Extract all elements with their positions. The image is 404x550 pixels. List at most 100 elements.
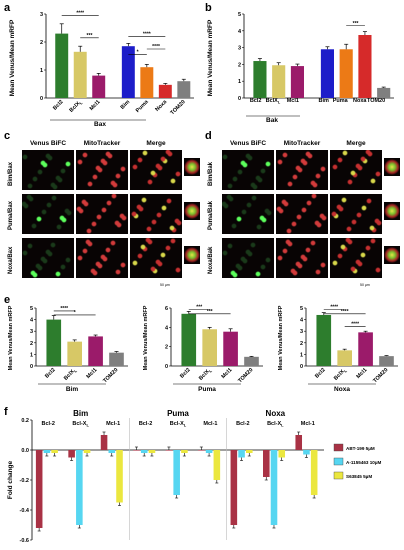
- micrograph-tile: [22, 194, 74, 234]
- bar-ABT-199 5µM-Noxa-Bcl-2: [230, 450, 238, 525]
- sig-label-1: ****: [341, 309, 349, 315]
- y-axis-title: Mean Venus/Mean mRFP: [143, 305, 149, 370]
- bar-Noxa: [158, 84, 172, 98]
- bar-S63845 5µM-Noxa-Bcl-XL: [278, 450, 286, 458]
- bar-TOM20: [377, 87, 391, 98]
- bar-Bim: [320, 49, 334, 98]
- x-tick-label-4: Puma: [333, 98, 349, 104]
- sig-label-1: *: [74, 310, 76, 316]
- x-tick-label-2: Mcl1: [287, 98, 299, 104]
- y-tick-label-1: 2: [165, 345, 168, 351]
- micrograph-tile: [276, 150, 328, 190]
- bar-A-1155463 10µM-Puma-Bcl-2: [140, 450, 148, 453]
- sig-label-2: ****: [351, 322, 359, 328]
- subgroup-label-2: Mcl-1: [106, 421, 120, 427]
- micrograph-panel-d: Venus BiFC MitoTracker Merge Bim/Bak Puma/Ba…: [200, 140, 404, 290]
- y-tick-label-3: 6: [165, 306, 168, 312]
- y-tick-label-2: 2: [40, 40, 43, 46]
- micrograph-tile: [76, 238, 128, 278]
- y-tick-label-5: 5: [30, 306, 33, 312]
- chart-b: 0 1 2 3 4 5 Bcl2 BclXL Mcl1 Bim Puma Noxa TOM20 Mean …: [207, 12, 394, 124]
- micrograph-panel-c: Venus BiFC MitoTracker Merge Bim/Bax Puma/Ba…: [0, 140, 200, 290]
- bar-Bcl2: [181, 313, 197, 366]
- bar-S63845 5µM-Noxa-Bcl-2: [246, 450, 253, 453]
- bar-A-1155463 10µM-Bim-Bcl-XL: [76, 450, 83, 525]
- chart-f: -0.6 -0.4 -0.2 0.0 0.2 Fold change Bim Bcl-2 Bcl…: [7, 409, 382, 544]
- row-label: Noxa/Bax: [8, 246, 14, 274]
- micrograph-tile: [130, 238, 182, 278]
- legend-swatch-2: [333, 471, 344, 480]
- y-tick-label-0: 0: [165, 364, 168, 370]
- x-tick-label-0: Bcl2: [314, 367, 326, 379]
- y-tick-label-3: 0.0: [21, 448, 29, 454]
- subgroup-label-0: Bcl-2: [41, 421, 54, 427]
- x-tick-label-3: Bim: [319, 98, 330, 104]
- micrograph-tile: [76, 150, 128, 190]
- micrograph-tile: [22, 150, 74, 190]
- row-label: Bim/Bak: [208, 161, 214, 186]
- micrograph-tile: [276, 238, 328, 278]
- sig-label-0: ****: [76, 10, 84, 16]
- y-tick-label-2: -0.2: [20, 478, 29, 484]
- sig-label-1: ***: [207, 309, 213, 315]
- column-header: Merge: [346, 140, 366, 147]
- x-tick-label-6: TOM20: [170, 99, 187, 116]
- panel-label-c: c: [4, 130, 11, 142]
- bar-A-1155463 10µM-Puma-Mcl-1: [205, 450, 213, 453]
- y-tick-label-2: 4: [165, 325, 169, 331]
- bar-BclXL: [272, 65, 286, 98]
- group-label-Puma: Puma: [167, 409, 189, 418]
- micrograph-tile: [130, 150, 182, 190]
- panel-label-f: f: [4, 406, 8, 418]
- legend-swatch-0: [333, 443, 344, 452]
- bar-Bcl2: [316, 314, 332, 366]
- y-tick-label-1: 1: [300, 352, 303, 358]
- subgroup-label-1: Bcl-XL: [267, 421, 284, 428]
- scale-bar-label: 50 µm: [360, 283, 370, 287]
- micrograph-tile: [276, 194, 328, 234]
- column-header: MitoTracker: [83, 140, 121, 147]
- bar-TOM20: [379, 356, 394, 366]
- x-tick-label-0: Bcl2: [179, 367, 191, 379]
- x-tick-label-1: BclXL: [198, 367, 213, 382]
- column-header: Venus BiFC: [29, 140, 67, 147]
- y-tick-label-3: 3: [238, 46, 241, 52]
- column-header: Venus BiFC: [229, 140, 267, 147]
- zoom-inset: [384, 246, 400, 264]
- x-tick-label-1: BclXL: [63, 367, 78, 382]
- row-label: Puma/Bak: [208, 200, 214, 230]
- bar-ABT-199 5µM-Bim-Mcl-1: [100, 435, 108, 450]
- x-tick-label-2: Mcl1: [86, 367, 99, 380]
- y-axis-title: Mean Venus/Mean mRFP: [207, 19, 214, 96]
- group-label-bak: Bak: [266, 117, 278, 124]
- y-axis-title: Mean Venus/Mean mRFP: [278, 305, 284, 370]
- chart-e-bim: 0 1 2 3 4 5 Bcl2 BclXL Mcl1 TOM20 Mean Venus/Mean …: [8, 305, 128, 393]
- bar-S63845 5µM-Bim-Bcl-2: [51, 450, 58, 453]
- bar-S63845 5µM-Bim-Mcl-1: [116, 450, 123, 503]
- bar-Mcl1: [88, 336, 103, 366]
- sig-label-0: ***: [196, 305, 202, 311]
- micrograph-tile: [222, 194, 274, 234]
- bar-ABT-199 5µM-Noxa-Bcl-XL: [263, 450, 270, 477]
- chart-e-puma: 0 2 4 6 Bcl2 BclXL Mcl1 TOM20 Mean Venus/Mean mR…: [143, 305, 263, 393]
- bar-Mcl1: [290, 66, 304, 98]
- subgroup-label-2: Mcl-1: [301, 421, 315, 427]
- row-label: Puma/Bax: [8, 200, 14, 230]
- y-tick-label-5: 5: [238, 12, 241, 18]
- subgroup-label-2: Mcl-1: [203, 421, 217, 427]
- y-tick-label-4: 4: [238, 29, 242, 35]
- bar-TOM20: [244, 356, 259, 366]
- bar-ABT-199 5µM-Puma-Bcl-2: [133, 450, 140, 451]
- scale-bar-label: 50 µm: [160, 283, 170, 287]
- y-axis-title: Mean Venus/Mean mRFP: [8, 305, 14, 370]
- y-tick-label-3: 3: [30, 329, 33, 335]
- y-tick-label-0: 0: [30, 364, 33, 370]
- group-label-Bim: Bim: [73, 409, 88, 418]
- y-tick-label-3: 3: [300, 329, 303, 335]
- y-tick-label-3: 3: [40, 12, 43, 18]
- x-tick-label-0: Bcl2: [250, 98, 262, 104]
- row-label: Noxa/Bak: [208, 246, 214, 274]
- panel-label-d: d: [205, 130, 212, 142]
- bar-BclXL: [202, 329, 217, 366]
- y-tick-label-2: 2: [238, 62, 241, 68]
